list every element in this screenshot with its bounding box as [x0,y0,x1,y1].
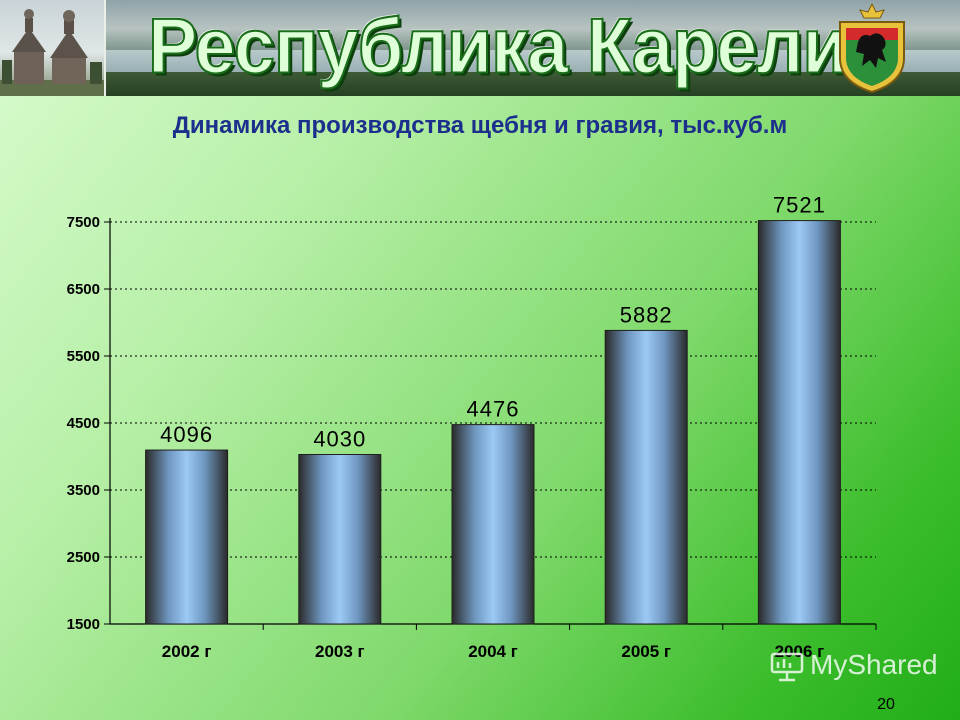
banner-title: Республика Карелия [147,1,891,90]
page-number: 20 [877,696,895,713]
chart-title: Динамика производства щебня и гравия, ты… [172,112,788,139]
x-tick-label: 2004 г [468,642,518,661]
data-label: 4476 [467,397,520,422]
y-tick-label: 2500 [67,549,100,566]
data-label: 4030 [313,426,366,451]
coat-of-arms-icon [839,2,905,94]
y-tick-label: 7500 [67,214,100,231]
x-tick-label: 2003 г [315,642,365,661]
y-tick-label: 1500 [67,616,100,633]
watermark-text: MyShared [810,649,938,680]
presentation-icon [770,652,804,682]
bar [298,453,382,625]
bar [145,449,229,625]
watermark: MyShared [770,648,938,682]
header-banner: Республика Карелия [0,0,960,96]
data-label: 7521 [773,193,826,218]
y-tick-label: 5500 [67,348,100,365]
shore-background [0,72,960,96]
y-tick-label: 4500 [67,415,100,432]
y-tick-label: 6500 [67,281,100,298]
bar [604,329,688,625]
x-tick-label: 2005 г [621,642,671,661]
x-tick-label: 2002 г [162,642,212,661]
x-tick-label: 2006 г [775,642,825,661]
bar [757,220,841,625]
data-label: 4096 [160,422,213,447]
church-photo [0,0,106,96]
bar [451,424,535,625]
y-tick-label: 3500 [67,482,100,499]
data-label: 5882 [620,302,673,327]
